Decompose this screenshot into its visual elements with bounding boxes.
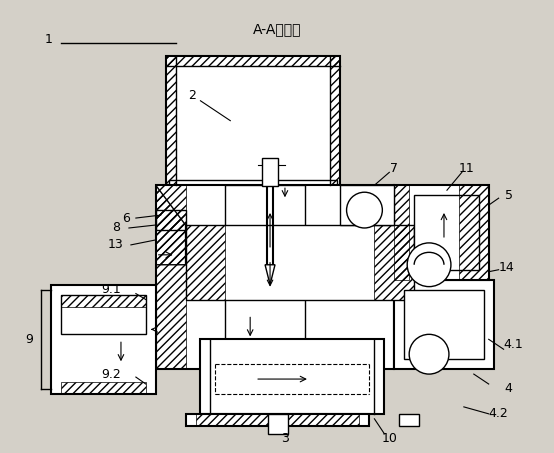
Bar [61, 294, 146, 307]
Text: 1: 1 [44, 33, 52, 46]
Bar [186, 414, 370, 426]
Bar [394, 185, 489, 280]
Bar [399, 414, 419, 426]
Text: 4: 4 [505, 382, 512, 395]
Text: A-A剖视图: A-A剖视图 [253, 22, 301, 36]
Bar [156, 210, 186, 230]
Circle shape [407, 243, 451, 287]
Bar [225, 185, 305, 369]
Bar [61, 382, 146, 394]
Text: 9.1: 9.1 [101, 283, 121, 296]
Bar [166, 56, 176, 185]
Text: 8: 8 [112, 222, 120, 235]
Text: 3: 3 [281, 432, 289, 445]
Circle shape [409, 334, 449, 374]
Polygon shape [265, 265, 275, 284]
Bar [394, 280, 494, 369]
Text: 10: 10 [381, 432, 397, 445]
Text: 5: 5 [505, 189, 512, 202]
Bar [186, 225, 414, 299]
Bar [186, 225, 225, 299]
Bar [355, 185, 394, 284]
Bar [52, 284, 156, 394]
Text: 9: 9 [25, 333, 33, 346]
Bar [375, 225, 414, 299]
Bar [394, 185, 409, 280]
Text: 14: 14 [499, 261, 515, 274]
Text: 11: 11 [459, 162, 475, 175]
Text: 2: 2 [188, 89, 197, 102]
Bar [404, 289, 484, 359]
Bar [340, 185, 394, 225]
Bar [262, 159, 278, 186]
Bar [156, 185, 394, 369]
Bar [61, 294, 146, 334]
Bar [201, 339, 384, 414]
Bar [330, 56, 340, 185]
Text: 4.2: 4.2 [489, 407, 509, 420]
Bar [268, 414, 288, 434]
Bar [168, 180, 337, 188]
Bar [459, 185, 489, 280]
Bar [166, 56, 340, 185]
Text: 4.1: 4.1 [504, 338, 524, 351]
Circle shape [347, 192, 382, 228]
Text: 9.2: 9.2 [101, 367, 121, 381]
Bar [166, 56, 340, 66]
Bar [156, 185, 186, 369]
Text: 6: 6 [122, 212, 130, 225]
Bar [196, 414, 360, 426]
Text: 13: 13 [108, 238, 124, 251]
Text: 7: 7 [390, 162, 398, 175]
Bar [414, 195, 479, 270]
